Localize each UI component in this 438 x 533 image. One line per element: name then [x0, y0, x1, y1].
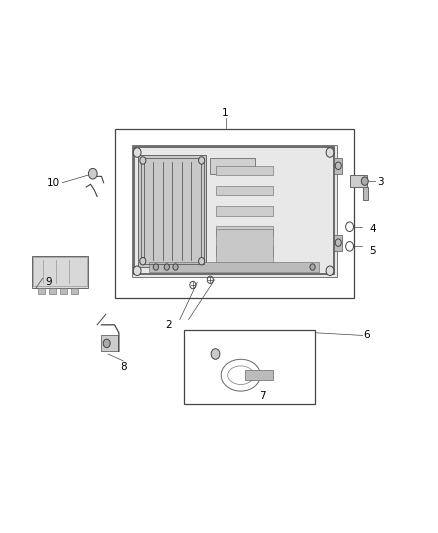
Bar [60, 288, 67, 294]
Text: 8: 8 [120, 362, 127, 372]
Bar [149, 262, 319, 272]
Circle shape [103, 339, 110, 348]
Text: 1: 1 [222, 108, 229, 118]
Bar [141, 158, 204, 264]
Text: 10: 10 [47, 177, 60, 188]
Text: 5: 5 [369, 246, 376, 256]
Bar [49, 288, 56, 294]
Bar [215, 166, 273, 175]
Bar [215, 246, 273, 256]
Bar [215, 186, 273, 196]
Circle shape [164, 264, 170, 270]
Bar [215, 206, 273, 216]
Text: 4: 4 [369, 224, 376, 235]
Circle shape [133, 266, 141, 276]
Text: 6: 6 [364, 330, 370, 341]
Circle shape [140, 257, 146, 265]
Text: 7: 7 [259, 391, 266, 401]
Bar [102, 335, 118, 351]
Bar [132, 144, 336, 277]
Circle shape [140, 157, 146, 164]
Circle shape [310, 264, 315, 270]
Bar [32, 256, 88, 288]
Bar [115, 128, 354, 298]
Bar [334, 158, 342, 174]
Bar [71, 288, 78, 294]
Bar [184, 330, 315, 405]
Circle shape [361, 177, 368, 185]
Bar [215, 229, 273, 266]
Bar [215, 226, 273, 236]
Bar [210, 158, 254, 174]
Bar [39, 288, 45, 294]
Circle shape [198, 157, 205, 164]
Bar [334, 235, 342, 251]
Bar [33, 257, 87, 286]
Circle shape [326, 148, 334, 157]
Circle shape [198, 257, 205, 265]
Circle shape [326, 266, 334, 276]
Bar [363, 187, 368, 200]
Bar [350, 175, 367, 187]
Text: 2: 2 [166, 320, 172, 330]
Bar [138, 155, 206, 266]
Circle shape [133, 148, 141, 157]
Circle shape [173, 264, 178, 270]
Bar [245, 370, 273, 381]
Text: 9: 9 [45, 277, 52, 287]
Circle shape [153, 264, 159, 270]
Text: 3: 3 [377, 176, 383, 187]
Bar [134, 147, 334, 274]
Circle shape [88, 168, 97, 179]
Circle shape [211, 349, 220, 359]
